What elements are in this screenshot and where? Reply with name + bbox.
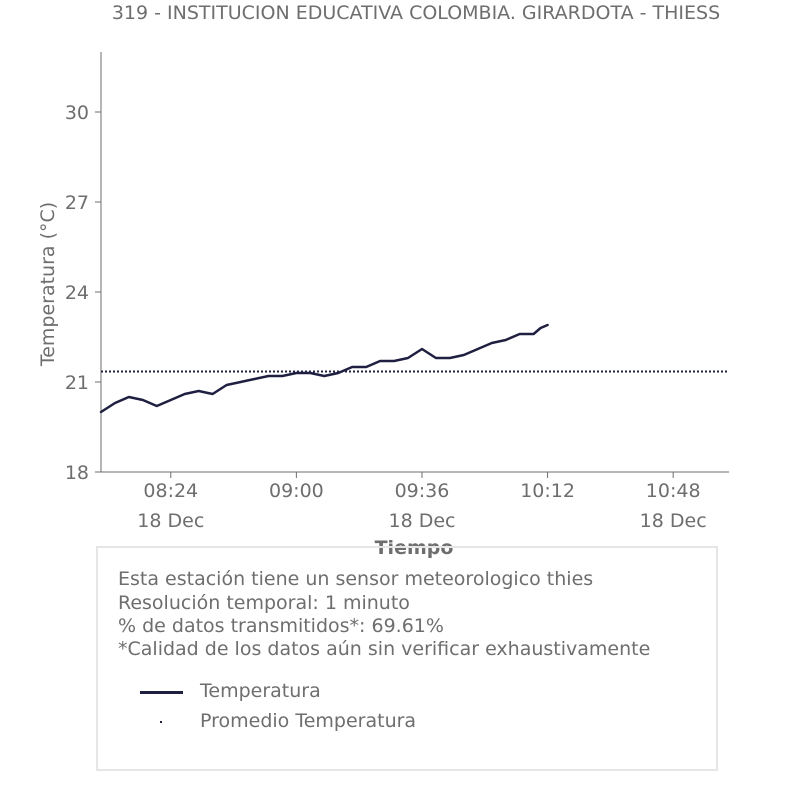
- legend-label-promedio: Promedio Temperatura: [200, 710, 417, 732]
- info-station-text: Esta estación tiene un sensor meteorolog…: [118, 568, 594, 590]
- x-tick-date-label: 18 Dec: [640, 510, 707, 532]
- x-tick-date-label: 18 Dec: [137, 510, 204, 532]
- info-legend-box: Esta estación tiene un sensor meteorolog…: [96, 546, 718, 771]
- legend-item-temperatura: Temperatura: [140, 680, 540, 704]
- x-tick-label: 08:24: [143, 480, 198, 502]
- y-axis-label: Temperatura (°C): [37, 202, 59, 367]
- y-tick-label: 21: [65, 372, 89, 394]
- info-transmitted-text: % de datos transmitidos*: 69.61%: [118, 615, 444, 637]
- x-axis-label: Tiempo: [375, 537, 454, 559]
- y-tick-label: 24: [65, 282, 89, 304]
- legend-line-swatch: [140, 691, 183, 694]
- x-tick-label: 09:00: [269, 480, 324, 502]
- legend-label-temperatura: Temperatura: [200, 680, 321, 702]
- y-tick-label: 30: [65, 102, 89, 124]
- series-temperature-line: [99, 323, 549, 414]
- info-resolution-text: Resolución temporal: 1 minuto: [118, 592, 410, 614]
- x-tick-label: 10:12: [520, 480, 575, 502]
- y-tick-label: 27: [65, 192, 89, 214]
- x-tick-label: 10:48: [646, 480, 701, 502]
- y-tick-label: 18: [65, 462, 89, 484]
- legend-dot-swatch: [160, 721, 162, 723]
- legend-item-promedio: Promedio Temperatura: [140, 710, 540, 734]
- chart-title: 319 - INSTITUCION EDUCATIVA COLOMBIA. GI…: [111, 2, 721, 24]
- x-tick-date-label: 18 Dec: [388, 510, 455, 532]
- x-tick-label: 09:36: [395, 480, 450, 502]
- info-quality-note: *Calidad de los datos aún sin verificar …: [118, 638, 651, 660]
- temperature-chart: 18 21 24 27 30 08:24 18 Dec 09:00 09:36 18 Dec 10:…: [37, 52, 729, 559]
